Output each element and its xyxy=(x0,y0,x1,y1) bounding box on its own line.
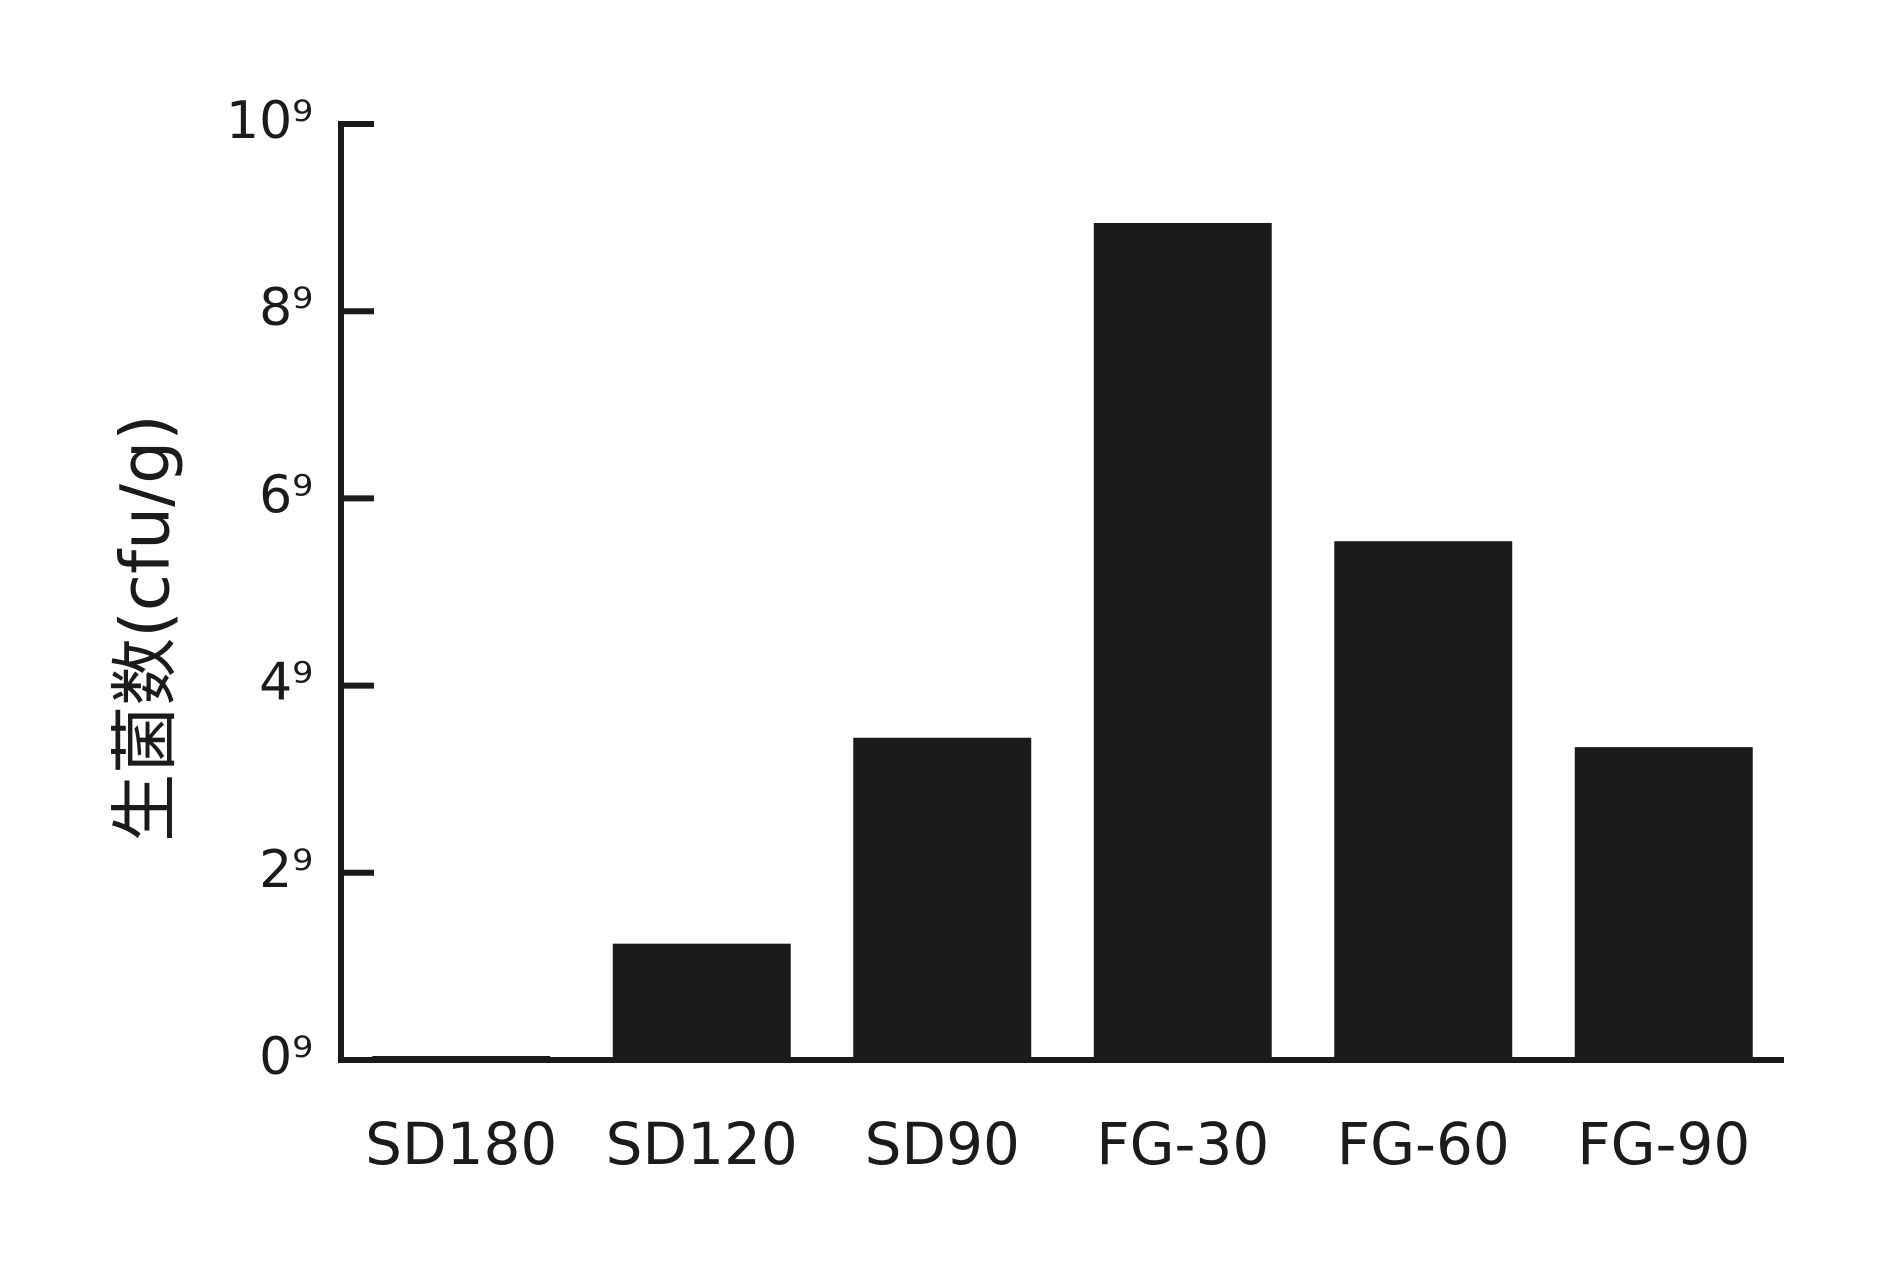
y-tick-label: 2⁹ xyxy=(259,840,313,900)
bar xyxy=(1334,541,1513,1060)
x-tick-label: SD90 xyxy=(865,1110,1020,1178)
y-tick-label: 6⁹ xyxy=(259,465,313,525)
x-tick-label: FG-60 xyxy=(1337,1110,1510,1178)
x-tick-label: SD120 xyxy=(606,1110,798,1178)
y-tick-label: 8⁹ xyxy=(259,278,313,338)
bar xyxy=(1093,222,1272,1060)
x-tick-label: FG-30 xyxy=(1096,1110,1269,1178)
bar xyxy=(853,737,1032,1060)
bar xyxy=(1574,747,1753,1060)
x-tick-label: FG-90 xyxy=(1577,1110,1750,1178)
bar xyxy=(372,1056,551,1060)
y-tick-label: 4⁹ xyxy=(259,653,313,713)
y-tick-label: 0⁹ xyxy=(259,1027,313,1087)
y-axis-title: 生菌数(cfu/g) xyxy=(107,414,186,842)
x-tick-label: SD180 xyxy=(365,1110,557,1178)
y-tick-label: 10⁹ xyxy=(226,91,313,151)
bar xyxy=(612,943,791,1060)
